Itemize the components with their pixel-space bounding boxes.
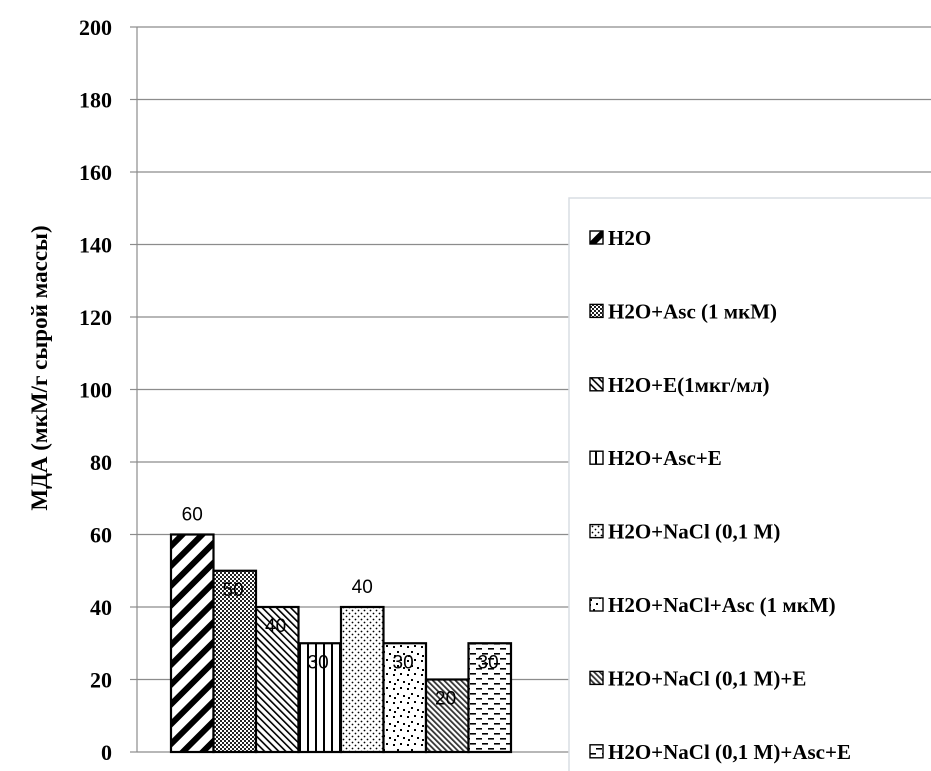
y-tick-label: 80 [90, 450, 112, 475]
bar [169, 533, 215, 754]
legend-swatch [589, 597, 604, 612]
legend-label: H2O [608, 226, 651, 250]
data-label: 30 [393, 652, 414, 673]
legend-swatch [589, 303, 604, 319]
legend-label: H2O+NaCl (0,1 M)+Asc+E [608, 740, 851, 764]
data-label: 40 [265, 616, 286, 637]
y-axis-ticks: 0 20 40 60 80 100 120 140 160 180 200 [79, 15, 112, 765]
legend-swatch [589, 450, 604, 465]
legend-label: H2O+Asc (1 мкМ) [608, 299, 777, 323]
bar [467, 642, 513, 754]
data-label: 50 [223, 580, 244, 601]
data-label: 60 [182, 505, 203, 526]
y-tick-label: 0 [101, 740, 112, 765]
y-tick-label: 20 [90, 668, 112, 693]
y-tick-label: 100 [79, 378, 112, 403]
bar [382, 642, 428, 754]
y-axis-label: МДА (мкМ/г сырой массы) [27, 225, 52, 510]
legend-swatch [589, 230, 604, 245]
legend-label: H2O+NaCl+Asc (1 мкМ) [608, 593, 836, 617]
legend-swatch [589, 523, 604, 539]
y-tick-label: 40 [90, 595, 112, 620]
y-tick-label: 60 [90, 523, 112, 548]
bar [212, 569, 258, 754]
bar [339, 605, 385, 754]
y-tick-label: 200 [79, 15, 112, 40]
legend-label: H2O+Asc+E [608, 446, 722, 470]
data-label: 40 [352, 577, 373, 598]
data-label: 20 [435, 689, 456, 710]
data-label: 30 [478, 652, 499, 673]
y-tick-label: 160 [79, 160, 112, 185]
legend: H2O H2O+Asc (1 мкМ) H2O+E(1мкг/мл) H2O+Asc+… [568, 197, 931, 771]
y-tick-label: 180 [79, 88, 112, 113]
bar [254, 605, 300, 754]
legend-swatch [589, 744, 604, 759]
legend-swatch [589, 377, 604, 392]
y-tick-label: 140 [79, 233, 112, 258]
legend-swatch [589, 670, 604, 686]
legend-box [568, 197, 931, 771]
data-label: 30 [308, 652, 329, 673]
legend-label: H2O+NaCl (0,1 M)+E [608, 666, 806, 690]
bars [169, 533, 513, 754]
data-labels: 60 50 40 30 40 30 20 30 [182, 505, 499, 710]
y-tick-label: 120 [79, 305, 112, 330]
legend-label: H2O+NaCl (0,1 M) [608, 520, 780, 544]
bar [297, 642, 343, 754]
legend-label: H2O+E(1мкг/мл) [608, 373, 770, 397]
